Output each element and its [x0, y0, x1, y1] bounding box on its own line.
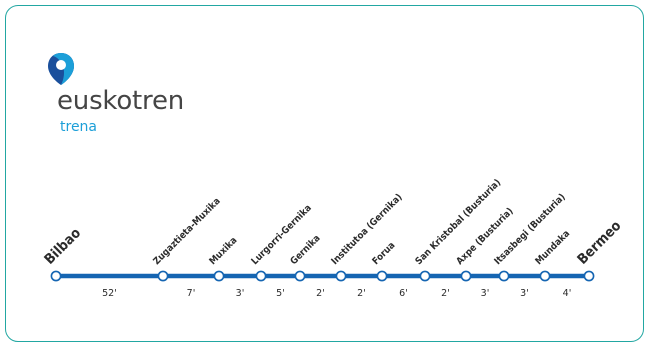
station-marker — [294, 270, 306, 282]
station-marker — [460, 270, 472, 282]
station-label: Forua — [370, 240, 397, 267]
station-label: Institutoa (Gernika) — [329, 192, 404, 267]
travel-time-label: 6' — [399, 288, 408, 299]
travel-time-label: 3' — [236, 288, 245, 299]
station-marker — [419, 270, 431, 282]
route-card — [5, 5, 644, 342]
station-label: Mundaka — [533, 228, 572, 267]
brand-subtitle: trena — [60, 119, 98, 135]
euskotren-logo-icon — [48, 53, 74, 85]
brand-name: euskotren — [57, 86, 185, 116]
station-marker — [157, 270, 169, 282]
station-label: Gernika — [288, 233, 322, 267]
station-label: Muxika — [207, 235, 239, 267]
station-label: Itsasbegi (Busturia) — [492, 192, 568, 268]
station-marker — [335, 270, 347, 282]
station-marker — [50, 270, 62, 282]
station-marker — [498, 270, 510, 282]
travel-time-label: 2' — [441, 288, 450, 299]
travel-time-label: 4' — [563, 288, 572, 299]
terminal-station-label: Bermeo — [575, 218, 625, 268]
station-marker — [255, 270, 267, 282]
station-marker — [539, 270, 551, 282]
travel-time-label: 2' — [357, 288, 366, 299]
travel-time-label: 3' — [481, 288, 490, 299]
station-marker — [583, 270, 595, 282]
terminal-station-label: Bilbao — [42, 225, 85, 268]
station-label: San Kristobal (Busturia) — [413, 177, 503, 267]
travel-time-label: 7' — [187, 288, 196, 299]
travel-time-label: 5' — [276, 288, 285, 299]
station-marker — [213, 270, 225, 282]
travel-time-label: 2' — [316, 288, 325, 299]
travel-time-label: 52' — [102, 288, 117, 299]
station-marker — [376, 270, 388, 282]
travel-time-label: 3' — [520, 288, 529, 299]
